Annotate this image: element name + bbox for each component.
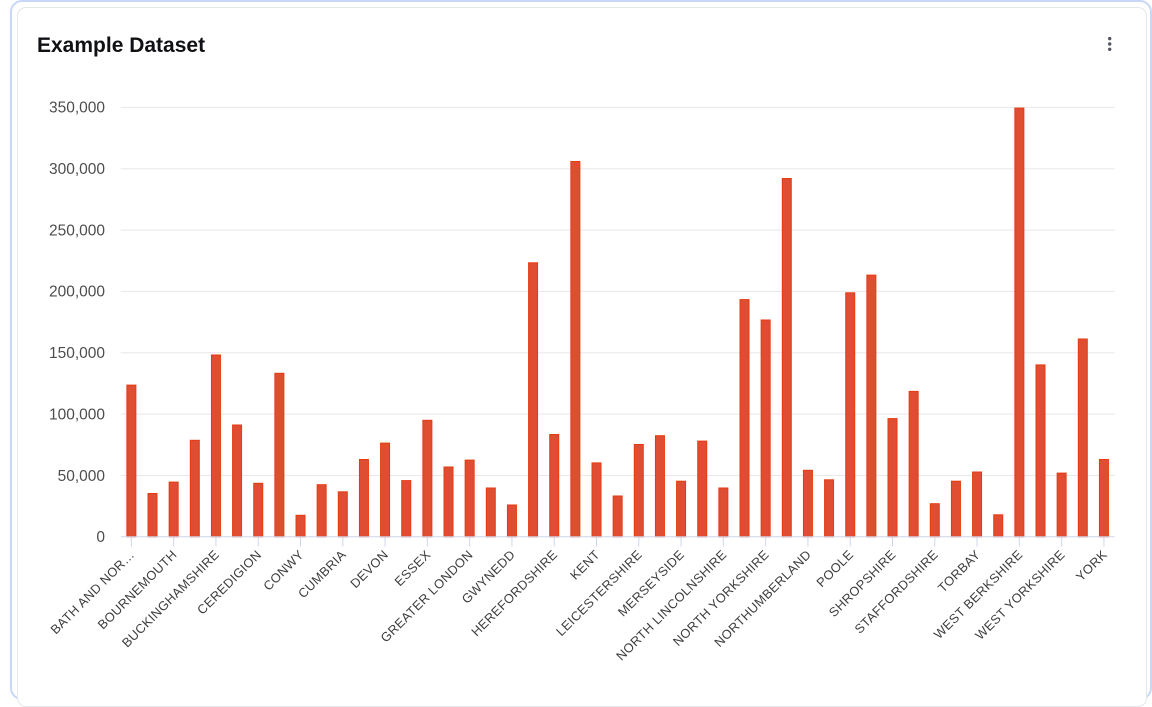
svg-text:350,000: 350,000 bbox=[49, 100, 105, 117]
svg-text:POOLE: POOLE bbox=[813, 547, 856, 590]
svg-text:300,000: 300,000 bbox=[49, 161, 105, 178]
svg-text:0: 0 bbox=[96, 529, 105, 546]
svg-text:50,000: 50,000 bbox=[58, 468, 106, 485]
svg-text:YORK: YORK bbox=[1073, 547, 1110, 584]
svg-text:200,000: 200,000 bbox=[49, 284, 105, 301]
svg-text:250,000: 250,000 bbox=[49, 222, 105, 239]
svg-text:DEVON: DEVON bbox=[347, 547, 391, 591]
svg-text:150,000: 150,000 bbox=[49, 345, 105, 362]
svg-text:STAFFORDSHIRE: STAFFORDSHIRE bbox=[851, 547, 941, 637]
svg-text:100,000: 100,000 bbox=[49, 406, 105, 423]
svg-text:BOURNEMOUTH: BOURNEMOUTH bbox=[95, 547, 180, 632]
svg-text:ESSEX: ESSEX bbox=[391, 547, 433, 589]
svg-text:KENT: KENT bbox=[567, 547, 603, 583]
